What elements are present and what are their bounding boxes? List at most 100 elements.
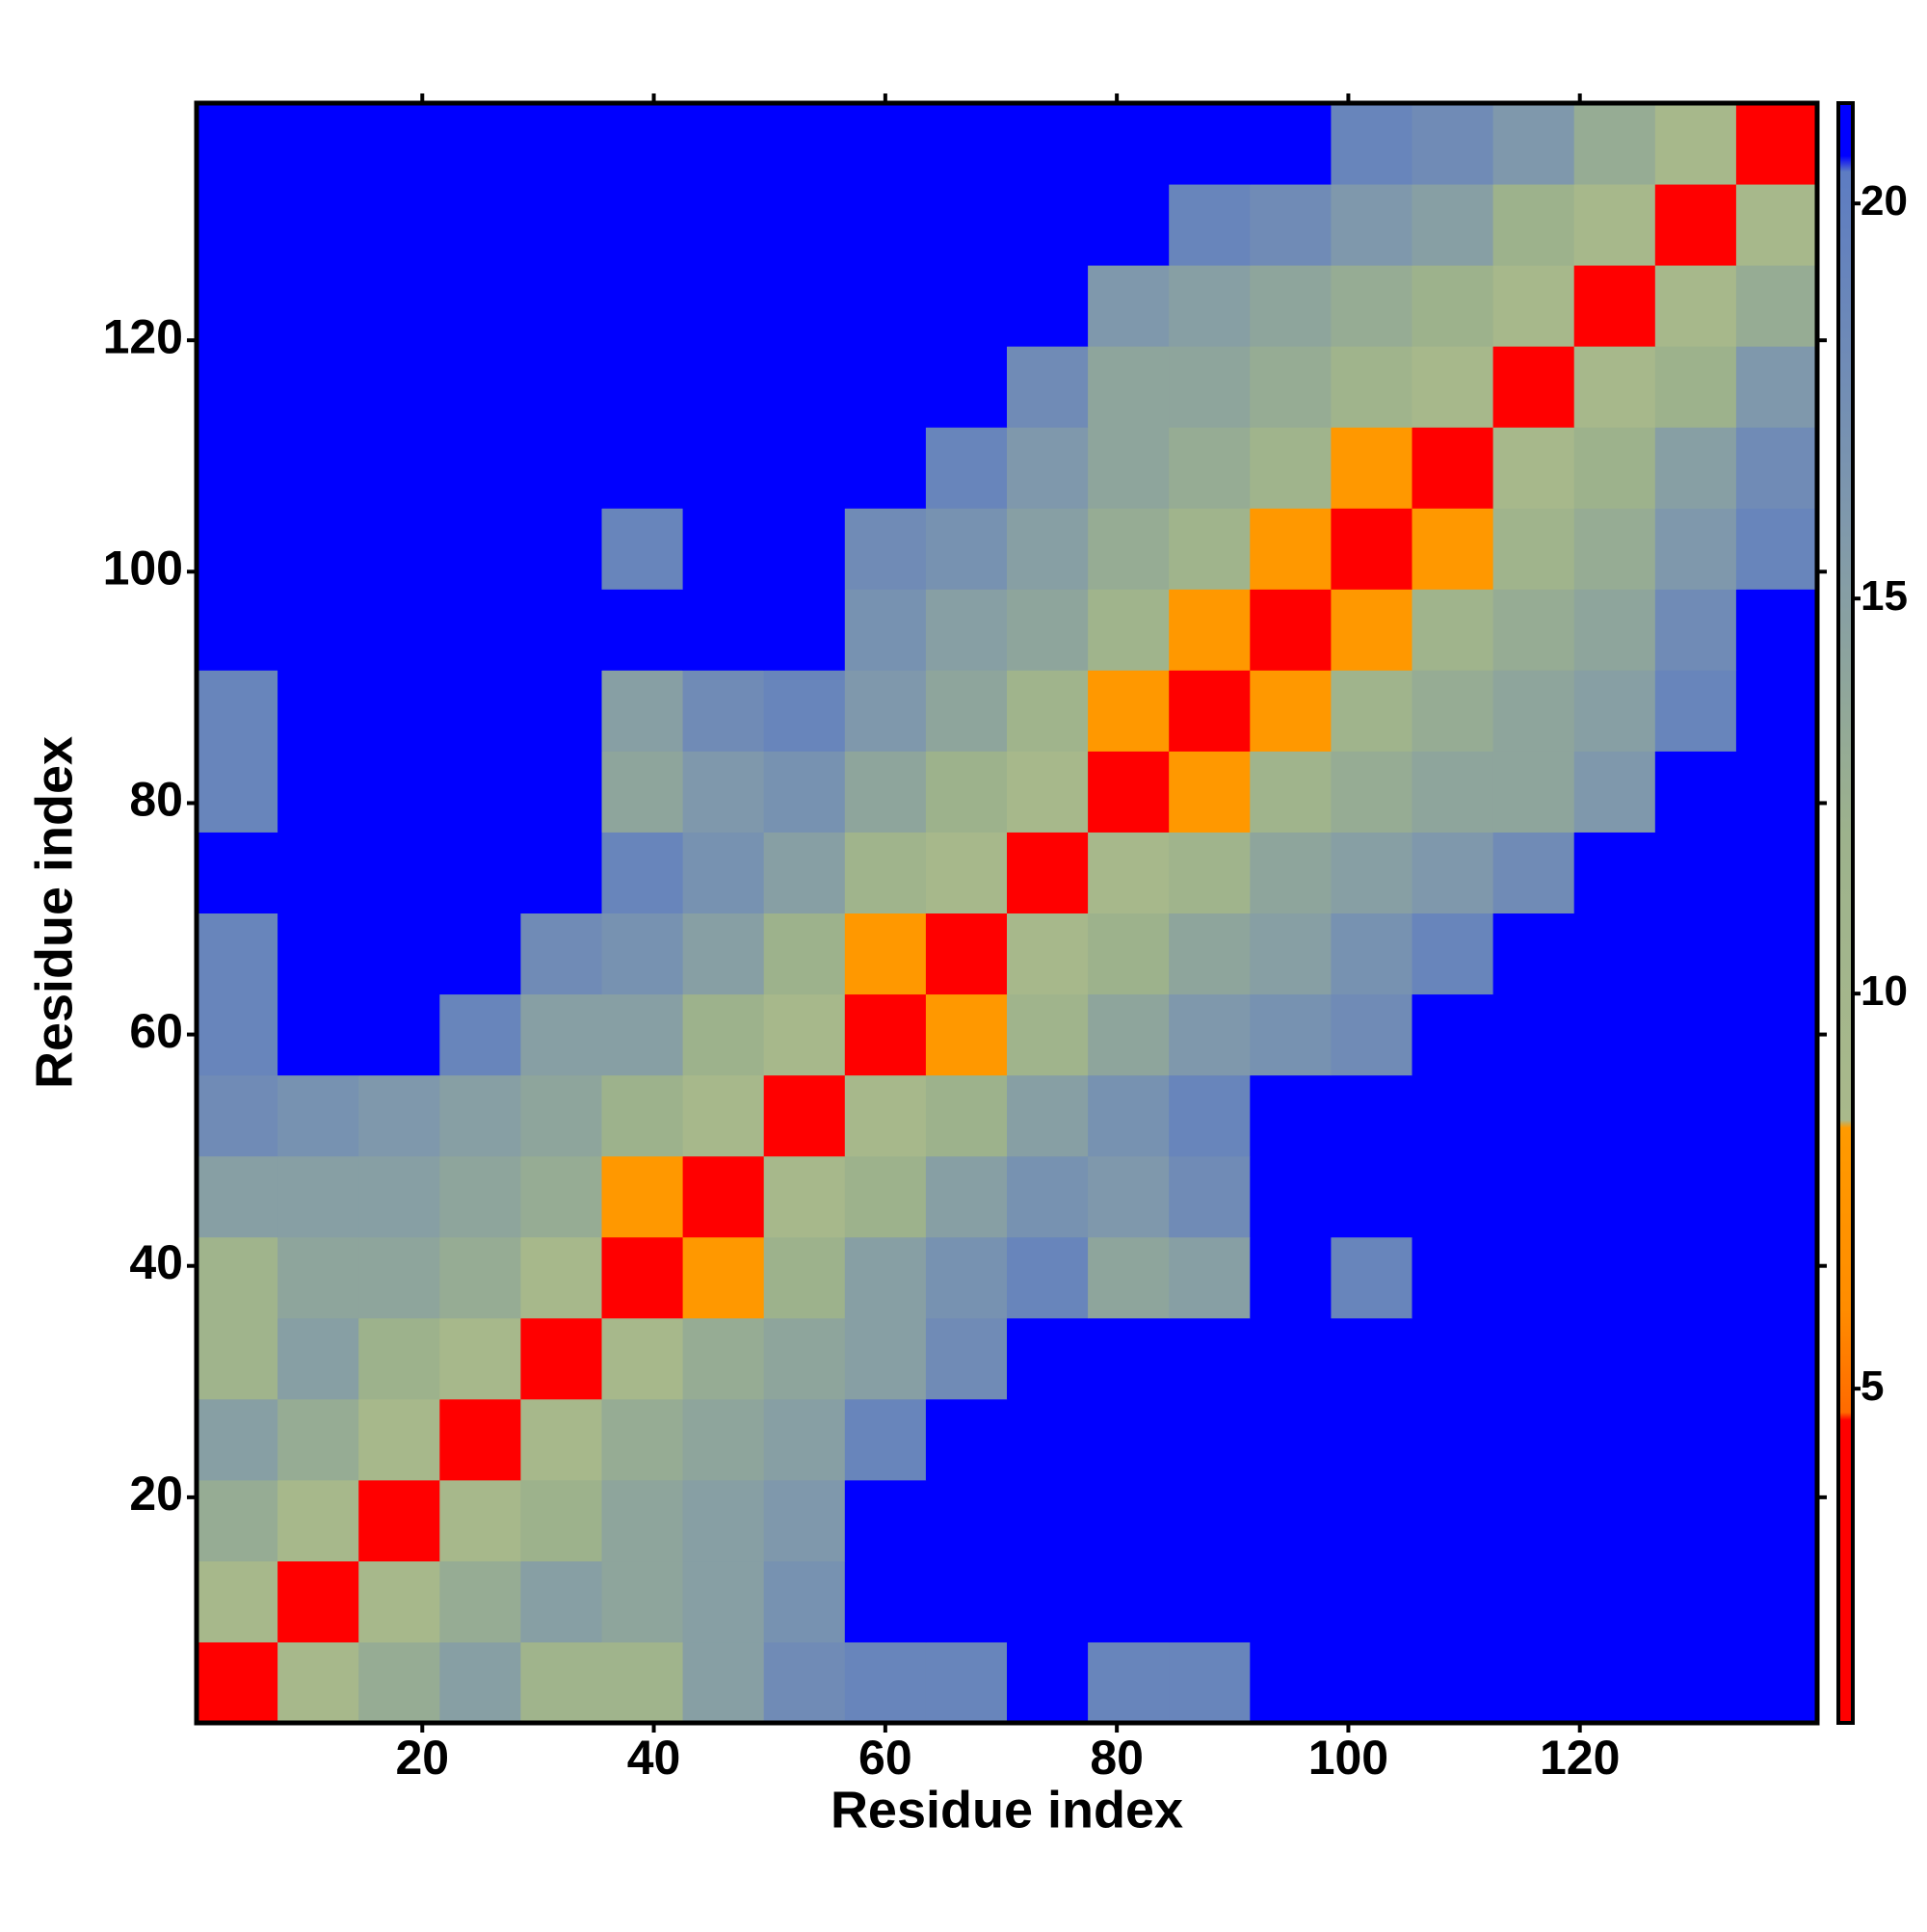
heatmap-cell [763,1236,846,1319]
heatmap-cell [925,832,1008,913]
heatmap-cell [844,346,927,428]
colorbar [1836,101,1855,1725]
heatmap-cell [1412,1317,1494,1400]
heatmap-cell [1331,103,1412,185]
heatmap-cell [358,1398,440,1481]
heatmap-cell [358,751,440,833]
heatmap-cell [1654,427,1737,509]
heatmap-cell [763,1479,846,1562]
heatmap-cell [520,589,602,671]
heatmap-cell [1492,1479,1575,1562]
heatmap-cell [439,832,521,913]
heatmap-cell [1088,103,1170,185]
heatmap-cell [1250,1155,1332,1238]
heatmap-cell [1331,427,1412,509]
heatmap-cell [1007,1560,1089,1643]
heatmap-cell [277,1236,359,1319]
heatmap-cell [358,913,440,995]
heatmap-cell [439,913,521,995]
heatmap-cell [277,103,359,185]
heatmap-cell [277,993,359,1076]
heatmap-cell [439,751,521,833]
heatmap-cell [358,1317,440,1400]
heatmap-cell [277,1155,359,1238]
heatmap-cell [682,832,765,913]
heatmap-cell [1169,103,1251,185]
heatmap-cell [439,1641,521,1724]
heatmap-cell [520,832,602,913]
y-tick-label: 80 [129,773,183,827]
heatmap-cell [601,670,684,752]
heatmap-cell [844,832,927,913]
heatmap-cell [1331,1641,1412,1724]
heatmap-cell [682,1560,765,1643]
heatmap-cell [1573,913,1656,995]
heatmap-cell [1250,103,1332,185]
heatmap-cell [358,670,440,752]
heatmap-cell [682,1236,765,1319]
heatmap-cell [1412,1074,1494,1157]
heatmap-cell [601,1236,684,1319]
heatmap-cell [197,1560,278,1643]
heatmap-cell [277,751,359,833]
heatmap-cell [1169,913,1251,995]
heatmap-cell [1088,589,1170,671]
heatmap-cell [277,427,359,509]
heatmap-cell [1654,1560,1737,1643]
heatmap-cell [1169,1236,1251,1319]
heatmap-cell [682,589,765,671]
heatmap-cell [1331,670,1412,752]
heatmap-cell [1492,1074,1575,1157]
heatmap-cell [1412,1398,1494,1481]
heatmap-cell [1331,1155,1412,1238]
heatmap-cell [763,1074,846,1157]
heatmap-cell [1331,751,1412,833]
heatmap-cell [1735,184,1818,266]
x-tick-label: 40 [627,1731,681,1785]
heatmap-cell [277,832,359,913]
heatmap-cell [1007,1236,1089,1319]
heatmap-cell [763,1560,846,1643]
heatmap-cell [1573,346,1656,428]
colorbar-tick-label: 10 [1861,967,1908,1015]
heatmap-cell [1331,1074,1412,1157]
heatmap-cell [682,184,765,266]
heatmap-cell [844,1074,927,1157]
heatmap-cell [844,751,927,833]
heatmap-cell [1735,670,1818,752]
heatmap-cell [439,670,521,752]
heatmap-cell [277,1317,359,1400]
heatmap-cell [277,1560,359,1643]
heatmap-cell [601,1479,684,1562]
heatmap-cell [1654,913,1737,995]
heatmap-cell [682,1641,765,1724]
heatmap-cell [763,1398,846,1481]
heatmap-cell [277,913,359,995]
heatmap-cell [1735,913,1818,995]
heatmap-cell [1412,913,1494,995]
heatmap-cell [1007,913,1089,995]
heatmap-cell [601,265,684,347]
heatmap-cell [763,670,846,752]
heatmap-cell [1412,1479,1494,1562]
heatmap-cell [763,913,846,995]
heatmap-cell [601,346,684,428]
heatmap-cell [1412,265,1494,347]
heatmap-cell [520,508,602,590]
heatmap-cell [925,1317,1008,1400]
heatmap-cell [439,265,521,347]
heatmap-cell [1492,1641,1575,1724]
heatmap-cell [1169,670,1251,752]
heatmap-cell [601,1641,684,1724]
heatmap-cell [1412,184,1494,266]
heatmap-cell [1412,993,1494,1076]
heatmap-cell [1492,265,1575,347]
x-axis-title: Residue index [831,1781,1183,1839]
heatmap-cell [520,427,602,509]
heatmap-cell [1169,1398,1251,1481]
heatmap-cell [1250,265,1332,347]
heatmap-cell [1007,103,1089,185]
heatmap-cell [1654,1074,1737,1157]
heatmap-cell [682,993,765,1076]
